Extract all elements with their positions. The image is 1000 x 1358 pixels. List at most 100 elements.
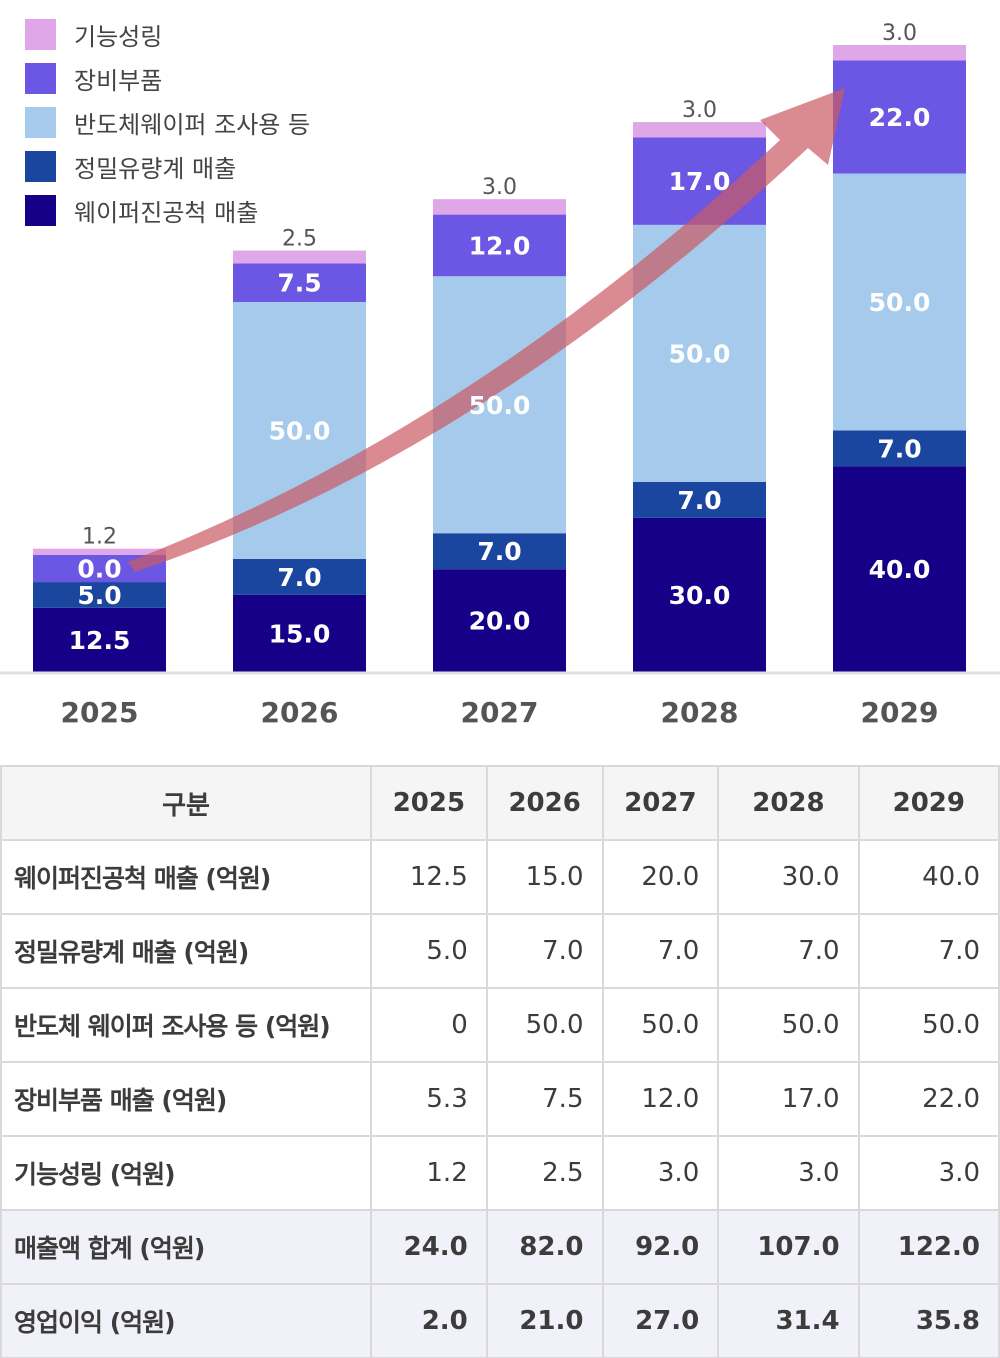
header-year: 2025	[370, 765, 488, 841]
row-label: 영업이익 (억원)	[0, 1283, 372, 1358]
data-label: 17.0	[669, 167, 731, 196]
table-header-row: 구분 2025 2026 2027 2028 2029	[0, 765, 1000, 841]
bar-segment	[633, 517, 766, 672]
table-cell: 30.0	[717, 839, 860, 915]
table-body: 웨이퍼진공척 매출 (억원) 12.5 15.0 20.0 30.0 40.0 정밀유량계 …	[0, 839, 1000, 1358]
table-cell: 15.0	[485, 839, 604, 915]
table-cell: 17.0	[717, 1061, 860, 1137]
table-row: 장비부품 매출 (억원) 5.3 7.5 12.0 17.0 22.0	[0, 1061, 1000, 1137]
legend-swatch	[25, 106, 56, 138]
legend-label: 반도체웨이퍼 조사용 등	[74, 110, 311, 139]
bar-segment	[433, 214, 566, 277]
x-tick-label: 2027	[461, 696, 539, 729]
table-cell: 92.0	[601, 1209, 720, 1285]
table-cell: 3.0	[601, 1135, 720, 1211]
x-tick-label: 2028	[661, 696, 739, 729]
table-cell: 7.5	[485, 1061, 604, 1137]
bar-segment	[233, 594, 366, 672]
legend-item: 장비부품	[25, 56, 310, 100]
table-cell: 12.0	[601, 1061, 720, 1137]
bar-segment	[433, 569, 566, 672]
table-cell: 20.0	[601, 839, 720, 915]
legend: 기능성링 장비부품 반도체웨이퍼 조사용 등 정밀유량계 매출 웨이퍼진공척 매출	[25, 12, 310, 232]
bar-segment	[33, 548, 166, 555]
data-label: 7.0	[477, 537, 521, 566]
table-row: 매출액 합계 (억원) 24.0 82.0 92.0 107.0 122.0	[0, 1209, 1000, 1285]
legend-swatch	[25, 150, 56, 182]
header-year: 2026	[485, 765, 604, 841]
table-cell: 3.0	[717, 1135, 860, 1211]
table-row: 영업이익 (억원) 2.0 21.0 27.0 31.4 35.8	[0, 1283, 1000, 1358]
table-cell: 27.0	[601, 1283, 720, 1358]
legend-label: 웨이퍼진공척 매출	[74, 198, 259, 227]
data-label: 3.0	[882, 21, 917, 46]
data-label: 30.0	[669, 581, 731, 610]
legend-swatch	[25, 18, 56, 50]
table-cell: 2.0	[370, 1283, 488, 1358]
table-cell: 3.0	[857, 1135, 1000, 1211]
table-cell: 82.0	[485, 1209, 604, 1285]
data-label: 7.5	[277, 269, 321, 298]
table-row: 반도체 웨이퍼 조사용 등 (억원) 0 50.0 50.0 50.0 50.0	[0, 987, 1000, 1063]
data-label: 50.0	[869, 288, 931, 317]
row-label: 기능성링 (억원)	[0, 1135, 372, 1211]
bar-segment	[833, 430, 966, 467]
bar-segment	[233, 263, 366, 302]
data-label: 15.0	[269, 619, 331, 648]
header-category: 구분	[0, 765, 372, 841]
table-row: 웨이퍼진공척 매출 (억원) 12.5 15.0 20.0 30.0 40.0	[0, 839, 1000, 915]
table-cell: 1.2	[370, 1135, 488, 1211]
row-label: 웨이퍼진공척 매출 (억원)	[0, 839, 372, 915]
row-label: 매출액 합계 (억원)	[0, 1209, 372, 1285]
table-cell: 40.0	[857, 839, 1000, 915]
row-label: 정밀유량계 매출 (억원)	[0, 913, 372, 989]
bar-segment	[233, 250, 366, 264]
table-cell: 22.0	[857, 1061, 1000, 1137]
bar-segment	[633, 481, 766, 518]
data-label: 0.0	[77, 554, 121, 583]
data-label: 1.2	[82, 525, 117, 550]
header-year: 2028	[717, 765, 860, 841]
legend-label: 장비부품	[74, 66, 163, 95]
data-label: 5.0	[77, 581, 121, 610]
bar-segment	[33, 582, 166, 608]
table-cell: 7.0	[717, 913, 860, 989]
table-cell: 107.0	[717, 1209, 860, 1285]
bar-segment	[433, 533, 566, 570]
bar-segment	[633, 122, 766, 138]
table-cell: 50.0	[485, 987, 604, 1063]
bar-segment	[833, 45, 966, 61]
legend-item: 웨이퍼진공척 매출	[25, 188, 310, 232]
data-table: 구분 2025 2026 2027 2028 2029 웨이퍼진공척 매출 (억원) 12.…	[0, 765, 1000, 1358]
table-row: 기능성링 (억원) 1.2 2.5 3.0 3.0 3.0	[0, 1135, 1000, 1211]
stacked-bar-chart: 12.5 5.00.0 1.2 2025 15.0 7.0 50.0 7.5 2.5 2026 20…	[0, 21, 1000, 729]
table-cell: 5.3	[370, 1061, 488, 1137]
table-cell: 7.0	[601, 913, 720, 989]
data-label: 22.0	[869, 103, 931, 132]
x-tick-label: 2026	[261, 696, 339, 729]
x-tick-label: 2029	[861, 696, 939, 729]
bar-segment	[33, 607, 166, 672]
header-year: 2029	[857, 765, 1000, 841]
table-cell: 12.5	[370, 839, 488, 915]
header-year: 2027	[601, 765, 720, 841]
table-cell: 21.0	[485, 1283, 604, 1358]
bar-segment	[433, 199, 566, 215]
table-cell: 122.0	[857, 1209, 1000, 1285]
data-label: 20.0	[469, 607, 531, 636]
table-cell: 50.0	[717, 987, 860, 1063]
table-cell: 0	[370, 987, 488, 1063]
table-cell: 2.5	[485, 1135, 604, 1211]
table-cell: 7.0	[857, 913, 1000, 989]
data-label: 50.0	[269, 416, 331, 445]
row-label: 장비부품 매출 (억원)	[0, 1061, 372, 1137]
table-cell: 5.0	[370, 913, 488, 989]
data-label: 50.0	[669, 339, 731, 368]
bar-segment	[233, 558, 366, 595]
data-label: 7.0	[877, 434, 921, 463]
bar-segment	[833, 466, 966, 672]
table-cell: 7.0	[485, 913, 604, 989]
table-cell: 35.8	[857, 1283, 1000, 1358]
data-label: 50.0	[469, 391, 531, 420]
data-label: 2.5	[282, 227, 317, 252]
